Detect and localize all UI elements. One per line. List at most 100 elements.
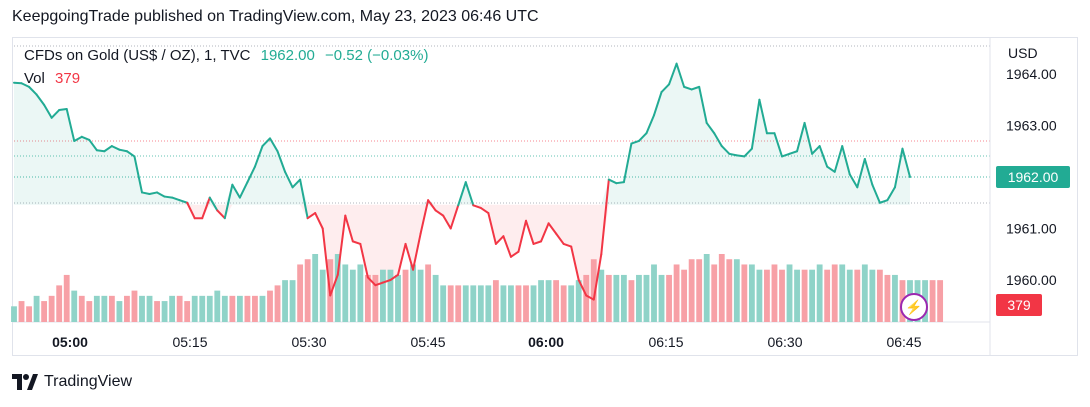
price-segment — [238, 181, 249, 199]
volume-bar — [884, 274, 891, 322]
volume-bar — [462, 285, 469, 322]
volume-bar — [455, 285, 462, 322]
price-segment — [291, 178, 302, 189]
volume-bar — [116, 301, 123, 322]
volume-bar — [11, 306, 17, 322]
volume-bar — [146, 295, 153, 322]
volume-bar — [733, 259, 740, 322]
volume-bar — [816, 264, 823, 322]
last-volume-badge: 379 — [996, 294, 1042, 316]
volume-bar — [334, 254, 341, 322]
price-segment — [269, 137, 279, 153]
volume-bar — [575, 280, 582, 322]
volume-bar — [41, 301, 48, 322]
volume-bar — [508, 285, 514, 322]
volume-bar — [78, 295, 85, 322]
volume-bar — [876, 269, 883, 322]
volume-bar — [613, 274, 620, 322]
volume-bar — [937, 280, 944, 322]
volume-bar — [221, 295, 228, 322]
volume-bar — [628, 280, 635, 322]
price-segment — [735, 154, 746, 158]
price-segment — [532, 240, 543, 245]
price-segment — [796, 121, 806, 153]
price-segment — [600, 178, 610, 256]
price-segment — [577, 279, 588, 297]
volume-bar — [63, 274, 70, 322]
volume-bar — [831, 264, 838, 322]
time-axis[interactable]: 05:00 05:15 05:30 05:45 06:00 06:15 06:30 06:45 — [52, 334, 922, 350]
price-segment — [276, 150, 287, 173]
price-segment — [472, 204, 482, 209]
volume-bar — [199, 295, 206, 322]
price-segment — [487, 212, 497, 245]
volume-bar — [447, 285, 454, 322]
price-segment — [653, 91, 663, 117]
price-segment — [630, 139, 640, 145]
volume-bar — [824, 269, 831, 322]
price-segment — [366, 276, 377, 287]
volume-bar — [786, 264, 793, 322]
volume-bar — [417, 269, 424, 322]
volume-bar — [191, 295, 198, 322]
volume-bar — [297, 264, 304, 322]
price-segment — [525, 219, 535, 245]
volume-bar — [492, 280, 499, 322]
volume-bars — [11, 254, 944, 322]
price-segment — [284, 170, 294, 189]
volume-bar — [267, 290, 273, 322]
volume-bar — [929, 280, 936, 322]
volume-bar — [101, 295, 108, 322]
price-segment — [540, 222, 550, 243]
lightning-icon[interactable]: ⚡ — [900, 293, 928, 321]
volume-bar — [523, 285, 529, 322]
tradingview-logo[interactable]: TradingView — [12, 373, 132, 391]
volume-bar — [748, 264, 755, 322]
volume-label[interactable]: Vol — [24, 70, 45, 87]
price-segment — [464, 181, 475, 207]
volume-bar — [176, 295, 183, 322]
price-segment — [397, 242, 407, 276]
volume-bar — [259, 295, 266, 322]
price-segment — [321, 227, 332, 297]
price-segment — [381, 279, 392, 284]
volume-bar — [673, 264, 680, 322]
price-segment — [555, 232, 565, 245]
volume-bar — [124, 295, 130, 322]
price-segment — [58, 108, 68, 112]
price-segment — [878, 199, 889, 204]
price-segment — [622, 142, 633, 184]
price-segment — [163, 195, 174, 199]
volume-bar — [560, 285, 567, 322]
price-tick-label: 1963.00 — [1006, 118, 1057, 134]
volume-bar — [854, 269, 861, 322]
price-segment — [750, 98, 761, 150]
price-segment — [80, 135, 91, 141]
price-segment — [374, 281, 384, 287]
volume-bar — [372, 274, 379, 322]
price-segment — [73, 135, 83, 142]
volume-bar — [658, 274, 665, 322]
volume-bar — [598, 269, 605, 322]
price-segment — [389, 273, 399, 281]
price-tick-label: 1960.00 — [1006, 272, 1057, 288]
volume-bar — [703, 254, 710, 322]
volume-bar — [651, 264, 657, 322]
price-segment — [43, 103, 53, 119]
price-segment — [95, 149, 106, 153]
volume-bar — [515, 285, 522, 322]
volume-bar — [18, 301, 25, 322]
price-segment — [833, 145, 844, 173]
volume-bar — [530, 285, 537, 322]
volume-bar — [319, 269, 326, 322]
area-above-baseline — [14, 63, 910, 205]
price-line-layer — [13, 62, 911, 301]
price-segment — [314, 212, 324, 230]
symbol-name[interactable]: CFDs on Gold (US$ / OZ), 1, TVC — [24, 47, 251, 64]
currency-label[interactable]: USD — [1008, 45, 1038, 61]
grid-layer — [12, 37, 991, 356]
volume-legend: Vol 379 — [24, 70, 80, 87]
price-segment — [118, 148, 128, 153]
volume-bar — [425, 264, 432, 322]
